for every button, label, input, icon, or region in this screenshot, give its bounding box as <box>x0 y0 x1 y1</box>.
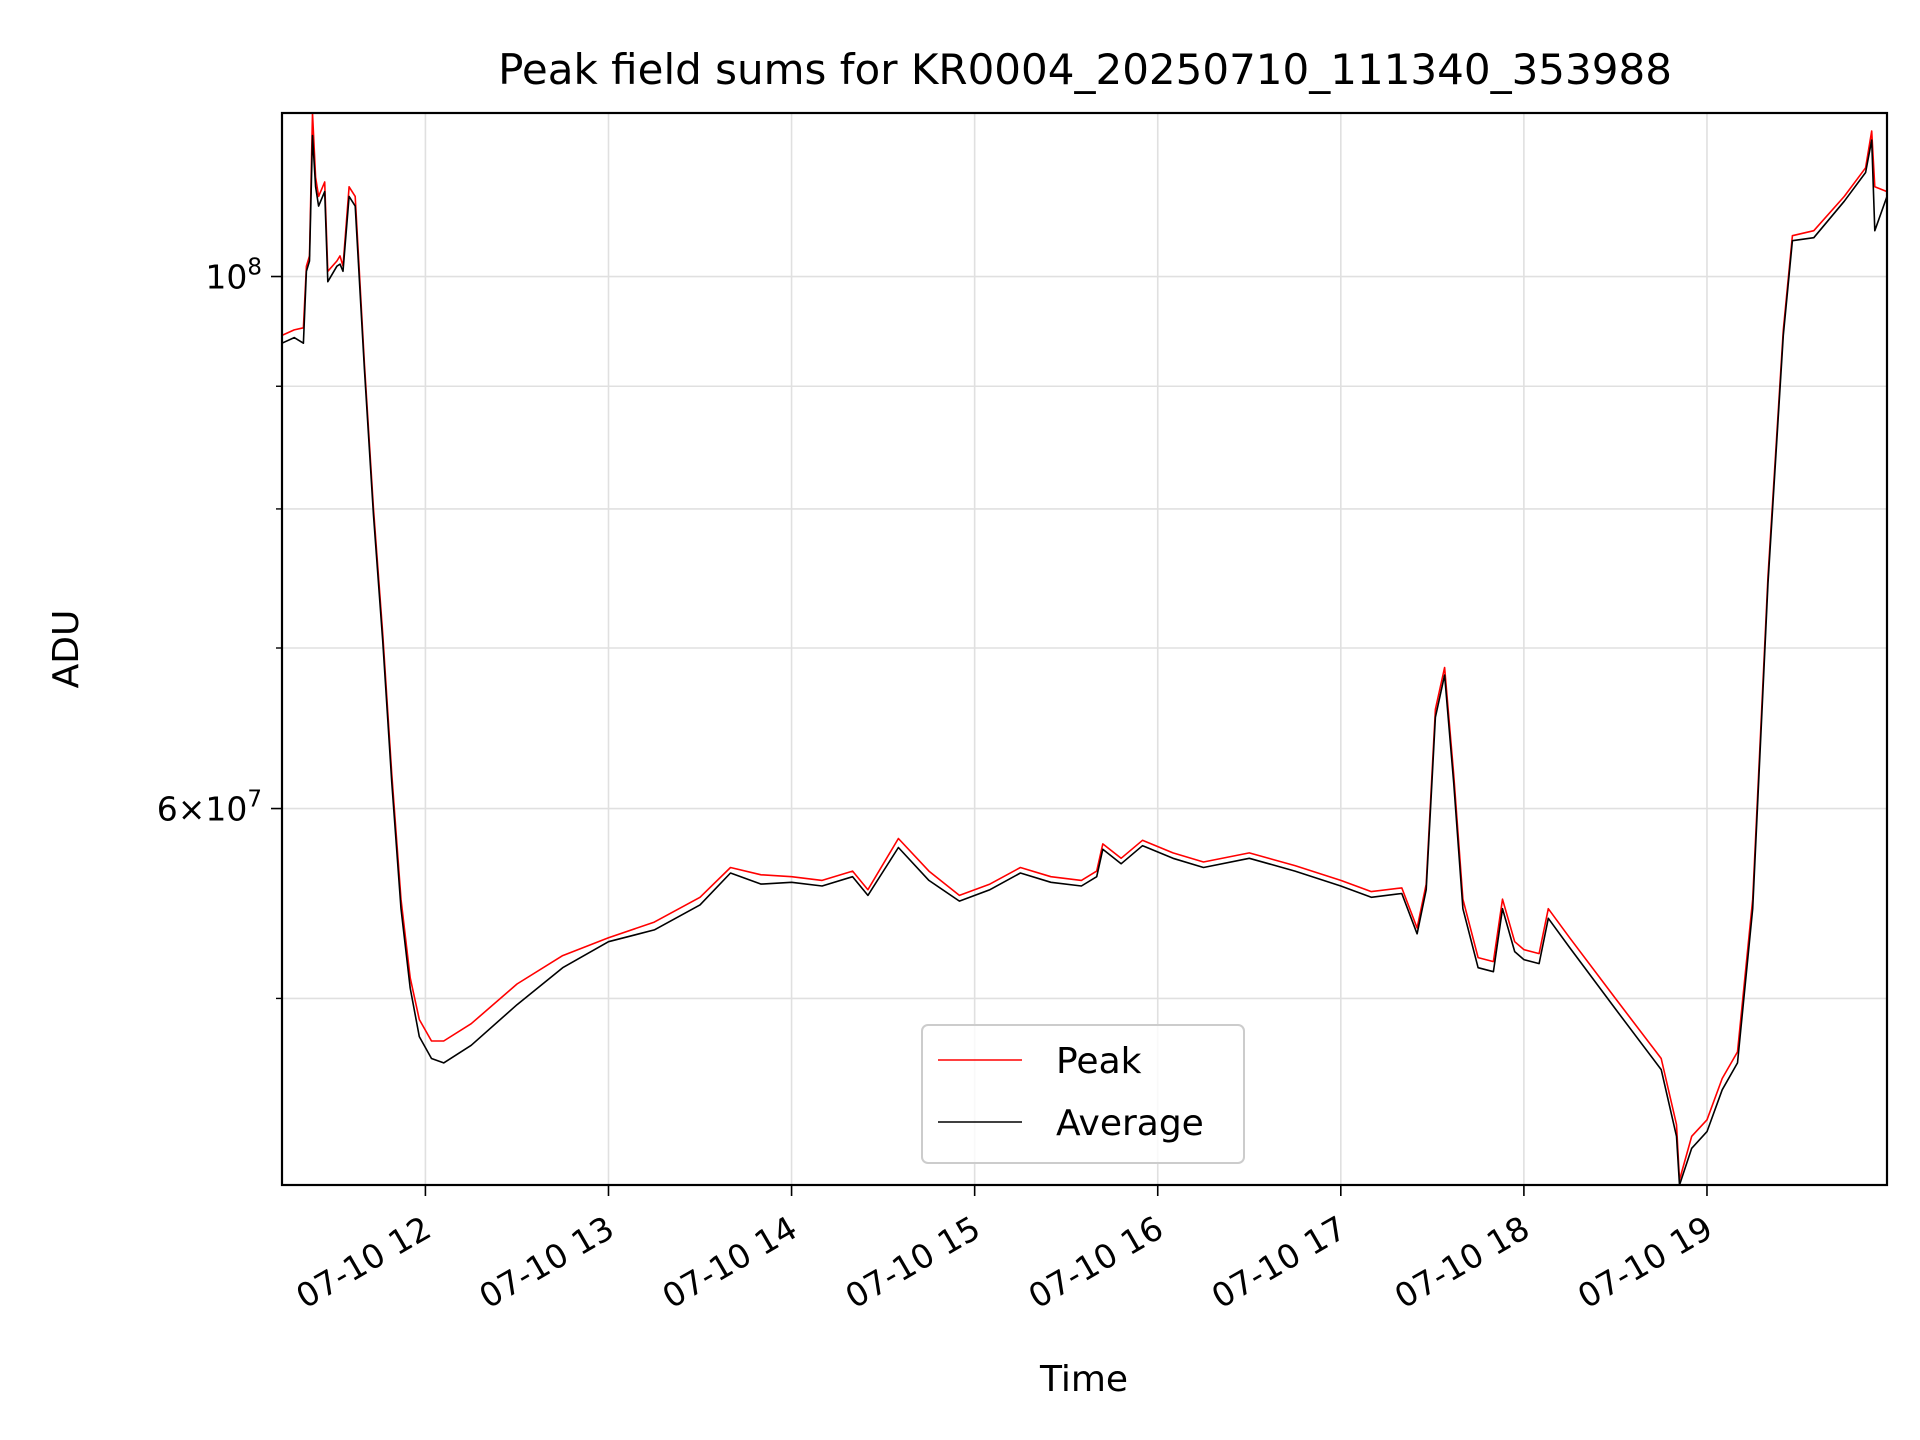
grid-layer <box>282 113 1887 1185</box>
legend-label-average: Average <box>1056 1103 1204 1144</box>
series-layer <box>281 112 1888 1186</box>
series-line-average <box>281 134 1888 1186</box>
x-axis-label: Time <box>1039 1359 1128 1400</box>
y-axis-label: ADU <box>46 610 87 689</box>
y-tick-times: × <box>178 790 206 829</box>
legend-label-peak: Peak <box>1056 1041 1142 1082</box>
y-tick-exponent: 7 <box>247 787 262 813</box>
chart-title: Peak field sums for KR0004_20250710_1113… <box>498 45 1672 94</box>
y-tick-label: 6×107 <box>157 787 262 829</box>
y-tick-base: 10 <box>205 790 247 829</box>
y-tick-exponent: 8 <box>247 255 262 281</box>
y-tick-mantissa: 6 <box>157 790 178 829</box>
legend: Peak Average <box>921 1024 1245 1164</box>
y-tick-label: 108 <box>205 255 262 297</box>
plot-frame <box>280 111 1889 1187</box>
y-tick-base: 10 <box>205 258 247 297</box>
